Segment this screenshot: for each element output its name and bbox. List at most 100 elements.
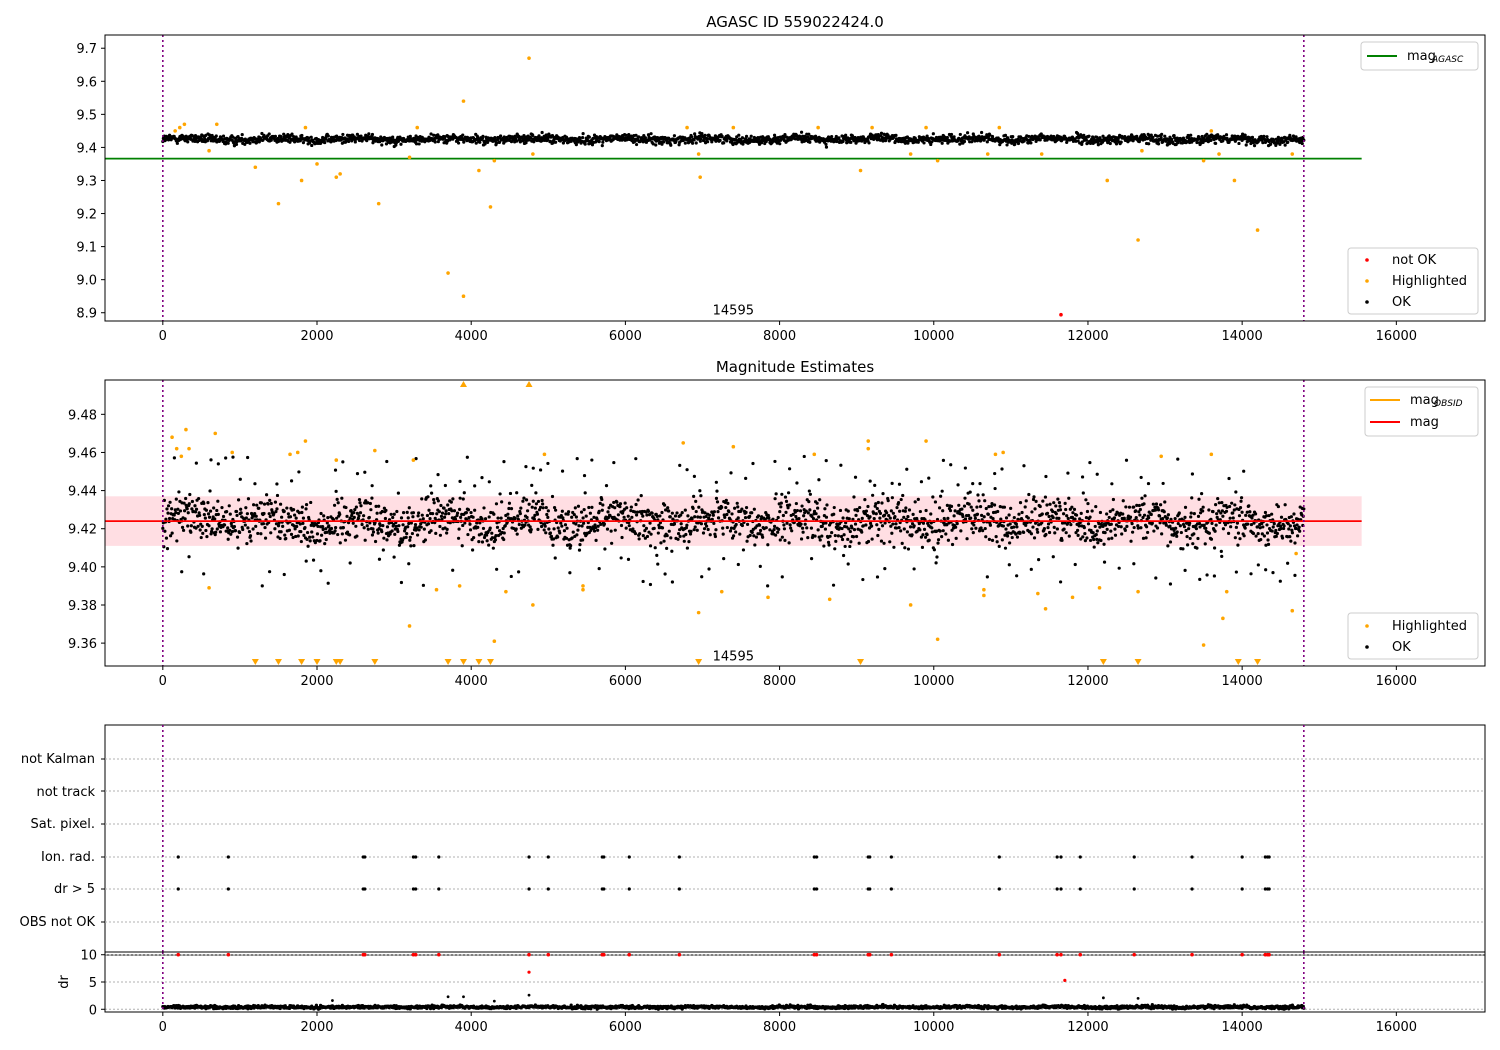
- ok-point: [516, 514, 520, 518]
- ok-point: [825, 503, 829, 507]
- ok-point: [280, 515, 284, 519]
- flag-point: [677, 887, 681, 891]
- ok-point: [187, 502, 191, 506]
- ok-point: [234, 142, 239, 147]
- ok-point: [672, 134, 677, 138]
- ok-point: [830, 531, 834, 535]
- ok-point: [683, 508, 687, 512]
- ok-point: [362, 514, 366, 518]
- flag-point: [1190, 887, 1194, 891]
- ok-point: [626, 514, 630, 518]
- ok-point: [1189, 511, 1193, 515]
- ok-point: [874, 512, 878, 516]
- ok-point: [262, 502, 267, 506]
- ok-point: [344, 505, 348, 510]
- ok-point: [851, 535, 856, 539]
- ok-point: [799, 522, 803, 526]
- ok-point: [864, 523, 868, 527]
- ok-point: [897, 525, 901, 530]
- ok-point: [1297, 525, 1301, 529]
- ok-point: [1072, 507, 1077, 511]
- ok-point: [381, 523, 385, 528]
- ok-point: [841, 516, 845, 520]
- ok-point: [389, 512, 393, 516]
- flag-point: [814, 887, 819, 891]
- ok-point: [969, 505, 973, 509]
- x-tick-label: 2000: [300, 674, 333, 689]
- ok-point: [395, 509, 399, 514]
- ok-point: [809, 556, 814, 561]
- ok-point: [1117, 566, 1121, 570]
- ok-point: [1159, 135, 1163, 140]
- ok-point: [798, 509, 803, 513]
- ok-point: [323, 140, 327, 145]
- ok-point: [778, 142, 782, 146]
- ok-point: [1298, 529, 1302, 533]
- ok-point: [1264, 568, 1268, 572]
- ok-point: [666, 506, 670, 510]
- ok-point: [459, 515, 463, 519]
- ok-point: [408, 538, 412, 542]
- ok-point: [445, 531, 449, 535]
- ok-point: [894, 522, 898, 526]
- ok-point: [215, 527, 219, 531]
- ok-point: [950, 542, 955, 547]
- ok-point: [275, 482, 279, 486]
- ok-point: [1224, 509, 1229, 513]
- ok-point: [686, 514, 690, 518]
- highlighted-point: [698, 175, 702, 179]
- ok-point: [438, 524, 442, 529]
- ok-point: [304, 559, 308, 563]
- out-of-range-down-marker: [1134, 659, 1142, 665]
- ok-point: [721, 526, 725, 530]
- ok-point: [1022, 530, 1026, 535]
- ok-point: [183, 509, 187, 513]
- ok-point: [894, 133, 898, 137]
- ok-point: [1265, 135, 1269, 139]
- ok-point: [221, 514, 226, 519]
- ok-point: [689, 529, 693, 533]
- legend-label-ok: OK: [1392, 295, 1411, 310]
- ok-point: [413, 522, 418, 527]
- ok-point: [458, 507, 462, 512]
- ok-point: [1047, 514, 1051, 519]
- ok-point: [1289, 515, 1293, 519]
- x-tick-label: 10000: [913, 329, 954, 344]
- ok-point: [619, 523, 624, 528]
- ok-point: [685, 523, 689, 527]
- ok-point: [340, 496, 344, 500]
- ok-point: [785, 521, 789, 525]
- flag-point: [814, 855, 819, 859]
- ok-point: [922, 527, 927, 532]
- ok-point: [952, 135, 956, 139]
- ok-point: [352, 515, 356, 519]
- ok-point: [1051, 515, 1055, 520]
- ok-point: [490, 531, 494, 535]
- ok-point: [699, 494, 703, 498]
- ok-point: [685, 546, 690, 550]
- ok-point: [1161, 516, 1165, 521]
- ok-point: [814, 512, 818, 516]
- ok-point: [1201, 509, 1205, 513]
- ok-point: [1194, 527, 1199, 531]
- ok-point: [735, 501, 739, 505]
- ok-point: [1007, 513, 1011, 517]
- ok-point: [1103, 531, 1107, 535]
- ok-point: [437, 510, 441, 514]
- flag-point: [363, 887, 367, 891]
- ok-point: [745, 522, 750, 527]
- highlighted-point: [1217, 152, 1221, 156]
- ok-point: [1029, 532, 1034, 536]
- ok-point: [670, 549, 674, 553]
- ok-point: [305, 530, 310, 535]
- ok-point: [470, 548, 475, 552]
- ok-point: [736, 516, 740, 520]
- ok-point: [1008, 541, 1012, 545]
- ok-point: [1074, 513, 1079, 517]
- ok-point: [491, 546, 495, 550]
- ok-point: [604, 484, 609, 488]
- ok-point: [228, 512, 232, 516]
- flag-point: [437, 855, 441, 859]
- ok-point: [180, 525, 185, 529]
- ok-point: [289, 532, 294, 536]
